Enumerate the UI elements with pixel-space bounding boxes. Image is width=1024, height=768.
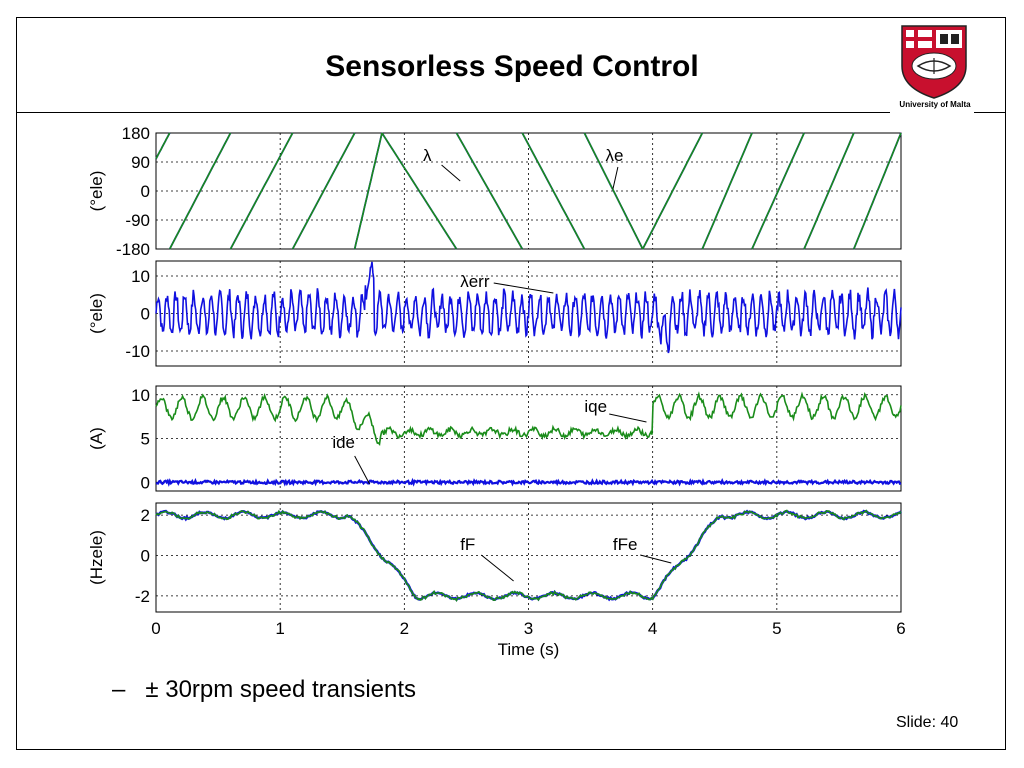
slide-title: Sensorless Speed Control <box>325 50 699 83</box>
y-tick-label: -10 <box>125 342 150 361</box>
series-line-lambda-e <box>455 132 523 250</box>
y-tick-label: -90 <box>125 211 150 230</box>
series-line-iq <box>155 391 902 446</box>
series-line-lambda-e <box>155 132 171 160</box>
y-axis-label: (°ele) <box>87 171 106 212</box>
y-tick-label: 0 <box>141 473 150 492</box>
x-axis-label: Time (s) <box>498 640 560 659</box>
annotation-id: ide <box>332 433 355 452</box>
annotation-arrow <box>493 282 554 294</box>
annotation-fFe: fFe <box>613 535 638 554</box>
y-tick-label: 90 <box>131 153 150 172</box>
slide-number: Slide: 40 <box>896 714 959 731</box>
annotation-lambda-e: λe <box>605 146 623 165</box>
series-line-lambda-e <box>168 132 232 250</box>
y-tick-label: -180 <box>116 240 150 259</box>
annotation-arrow <box>640 554 672 564</box>
y-tick-label: 2 <box>141 506 150 525</box>
series-line-lambda-err <box>155 261 902 354</box>
bullet-text: ± 30rpm speed transients <box>145 676 417 703</box>
series-line-id <box>155 477 902 487</box>
annotation-arrow <box>481 554 514 582</box>
x-tick-label: 6 <box>896 619 905 638</box>
series-line-lambda-e <box>353 132 383 250</box>
series-line-lambda-e <box>803 132 855 250</box>
slide-frame <box>16 17 1006 750</box>
series-line-fFe <box>155 509 902 602</box>
x-tick-label: 2 <box>400 619 409 638</box>
series-line-lambda-e <box>701 132 753 250</box>
annotation-arrow <box>612 166 619 190</box>
annotation-lambda: λ <box>423 146 432 165</box>
annotation-arrow <box>354 455 371 485</box>
y-axis-label: (A) <box>87 427 106 450</box>
title-divider-right <box>974 112 1006 113</box>
y-tick-label: 0 <box>141 305 150 324</box>
annotation-arrow <box>441 164 461 182</box>
series-line-lambda-e <box>381 132 458 250</box>
annotation-fF: fF <box>460 535 475 554</box>
annotation-lambda-err: λerr <box>460 272 490 291</box>
series-line-lambda-e <box>583 132 644 250</box>
y-tick-label: 5 <box>141 430 150 449</box>
series-line-lambda-e <box>641 132 704 250</box>
bullet-point: – ± 30rpm speed transients <box>112 676 416 704</box>
series-line-lambda-e <box>521 132 586 250</box>
y-tick-label: 10 <box>131 267 150 286</box>
university-crest-icon <box>901 25 967 99</box>
x-tick-label: 3 <box>524 619 533 638</box>
bullet-dash: – <box>112 676 126 703</box>
y-tick-label: 0 <box>141 546 150 565</box>
series-line-lambda-e <box>291 132 356 250</box>
series-line-lambda-e <box>751 132 805 250</box>
y-axis-label: (Hzele) <box>87 530 106 585</box>
x-tick-label: 5 <box>772 619 781 638</box>
y-tick-label: 10 <box>131 386 150 405</box>
title-divider <box>16 112 890 113</box>
y-tick-label: -2 <box>135 587 150 606</box>
y-tick-label: 0 <box>141 182 150 201</box>
annotation-arrow <box>609 413 647 423</box>
x-tick-label: 1 <box>275 619 284 638</box>
y-axis-label: (°ele) <box>87 293 106 334</box>
x-tick-label: 0 <box>151 619 160 638</box>
series-line-lambda-e <box>853 132 902 250</box>
y-tick-label: 180 <box>122 125 150 143</box>
series-line-lambda-e <box>229 132 294 250</box>
university-logo-text: University of Malta <box>899 100 971 109</box>
x-tick-label: 4 <box>648 619 657 638</box>
annotation-iq: iqe <box>584 397 607 416</box>
